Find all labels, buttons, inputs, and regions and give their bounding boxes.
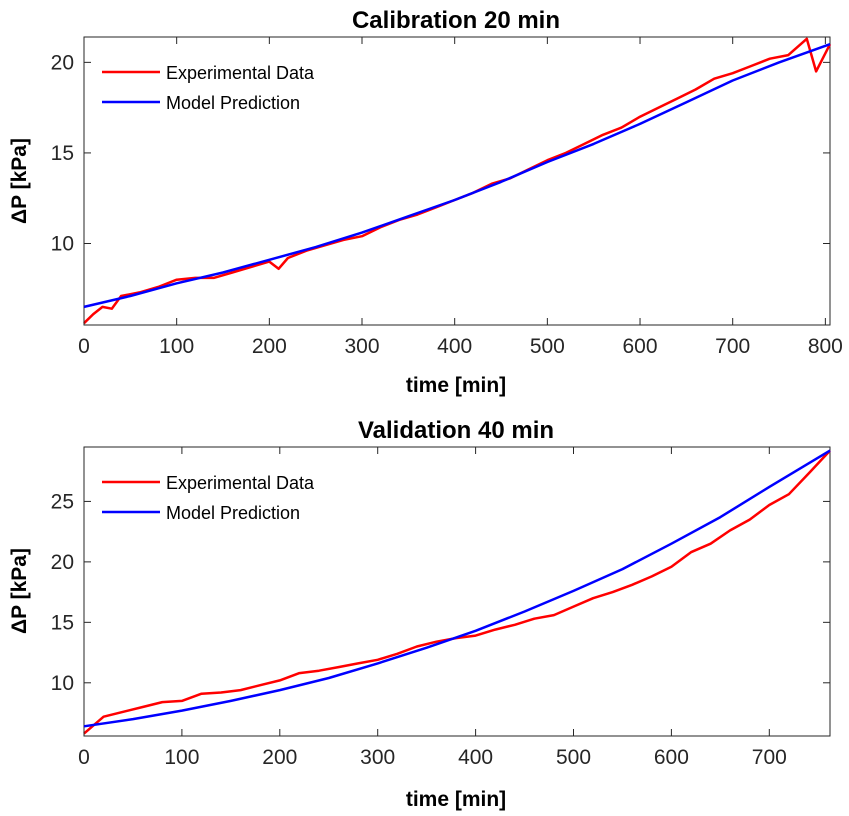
y-axis-label: ΔP [kPa] xyxy=(8,138,31,224)
x-tick-label: 300 xyxy=(344,335,379,358)
legend-label-experimental: Experimental Data xyxy=(166,63,315,83)
series-line-model xyxy=(83,449,831,728)
x-tick-label: 400 xyxy=(458,746,493,769)
x-axis-label: time [min] xyxy=(406,374,506,397)
x-tick-label: 200 xyxy=(262,746,297,769)
x-tick-label: 300 xyxy=(360,746,395,769)
plot-area xyxy=(83,446,831,737)
y-tick-label: 20 xyxy=(51,551,74,574)
chart-validation: Validation 40 min 0 100 200 300 400 500 600 700… xyxy=(8,417,831,811)
y-tick-label: 25 xyxy=(51,490,74,513)
x-tick-label: 400 xyxy=(437,335,472,358)
legend-label-model: Model Prediction xyxy=(166,503,300,523)
x-tick-label: 0 xyxy=(78,335,90,358)
chart-title: Validation 40 min xyxy=(358,417,554,444)
x-tick-label: 800 xyxy=(808,335,843,358)
x-tick-label: 500 xyxy=(530,335,565,358)
tick-group: 0 100 200 300 400 500 600 700 800 10 15 20 xyxy=(51,37,843,358)
chart-calibration: Calibration 20 min 0 100 200 300 400 500 600 70… xyxy=(8,7,843,397)
x-tick-label: 600 xyxy=(654,746,689,769)
x-tick-label: 700 xyxy=(715,335,750,358)
y-tick-label: 20 xyxy=(51,51,74,74)
legend-label-experimental: Experimental Data xyxy=(166,473,315,493)
x-tick-label: 100 xyxy=(159,335,194,358)
legend: Experimental Data Model Prediction xyxy=(102,63,315,113)
x-tick-label: 200 xyxy=(252,335,287,358)
x-tick-label: 700 xyxy=(752,746,787,769)
x-tick-label: 0 xyxy=(78,746,90,769)
legend-label-model: Model Prediction xyxy=(166,93,300,113)
x-tick-label: 500 xyxy=(556,746,591,769)
series-group xyxy=(83,449,831,735)
legend: Experimental Data Model Prediction xyxy=(102,473,315,523)
y-tick-label: 15 xyxy=(51,142,74,165)
series-group xyxy=(83,37,832,325)
x-axis-label: time [min] xyxy=(406,788,506,811)
series-line-model xyxy=(83,43,831,309)
chart-title: Calibration 20 min xyxy=(352,7,560,34)
y-tick-label: 15 xyxy=(51,611,74,634)
x-tick-label: 100 xyxy=(164,746,199,769)
y-tick-label: 10 xyxy=(51,232,74,255)
y-axis-label: ΔP [kPa] xyxy=(8,548,31,634)
x-tick-label: 600 xyxy=(623,335,658,358)
y-tick-label: 10 xyxy=(51,672,74,695)
tick-group: 0 100 200 300 400 500 600 700 10 15 20 25 xyxy=(51,447,830,769)
